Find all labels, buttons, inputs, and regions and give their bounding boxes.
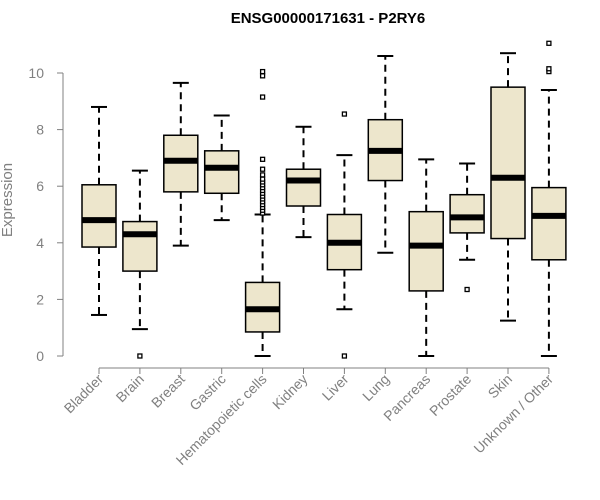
box-rect (490, 86, 526, 240)
x-tick-label: Liver (319, 371, 352, 404)
x-tick-label: Bladder (61, 371, 107, 417)
box-rect (285, 168, 322, 207)
box-rect (81, 184, 117, 248)
box-hematopoietic-cells (244, 68, 281, 357)
x-tick-label: Lung (359, 371, 392, 404)
x-tick-label: Skin (485, 371, 516, 402)
y-axis: 0 2 4 6 8 10 (28, 65, 64, 364)
outlier-point (464, 286, 470, 293)
box-liver (326, 111, 363, 359)
box-gastric (203, 114, 240, 222)
y-tick-label: 10 (28, 65, 44, 81)
box-pancreas (408, 158, 444, 357)
box-rect (203, 150, 240, 195)
y-tick-label: 2 (36, 291, 44, 307)
y-tick-label: 4 (36, 235, 44, 251)
box-rect (408, 210, 444, 292)
outlier-point (259, 176, 266, 182)
outlier-point (341, 353, 348, 359)
y-tick-label: 0 (36, 348, 44, 364)
outlier-point (259, 172, 266, 178)
box-skin (490, 52, 526, 322)
box-bladder (81, 105, 117, 316)
boxes-group (81, 40, 567, 359)
box-unknown-other (531, 40, 567, 357)
y-tick-label: 6 (36, 178, 44, 194)
chart-title: ENSG00000171631 - P2RY6 (231, 10, 426, 27)
box-rect (531, 186, 567, 261)
outlier-point (137, 353, 143, 359)
box-prostate (449, 162, 485, 293)
outlier-point (546, 40, 552, 46)
y-tick-label: 8 (36, 122, 44, 138)
outlier-point (259, 94, 266, 100)
x-tick-label: Brain (113, 371, 147, 405)
x-tick-label: Prostate (426, 371, 474, 419)
y-axis-label: Expression (0, 163, 16, 237)
box-brain (122, 169, 158, 359)
x-tick-label: Breast (148, 371, 188, 411)
outlier-point (341, 111, 348, 117)
box-rect (449, 193, 485, 234)
outlier-point (546, 66, 552, 72)
x-tick-label: Kidney (269, 371, 311, 413)
outlier-point (259, 156, 266, 162)
box-kidney (285, 125, 322, 239)
outlier-point (259, 73, 266, 79)
outlier-point (259, 166, 266, 172)
box-lung (367, 55, 404, 254)
box-breast (163, 81, 199, 247)
box-rect (122, 220, 158, 272)
outlier-point (259, 68, 266, 75)
